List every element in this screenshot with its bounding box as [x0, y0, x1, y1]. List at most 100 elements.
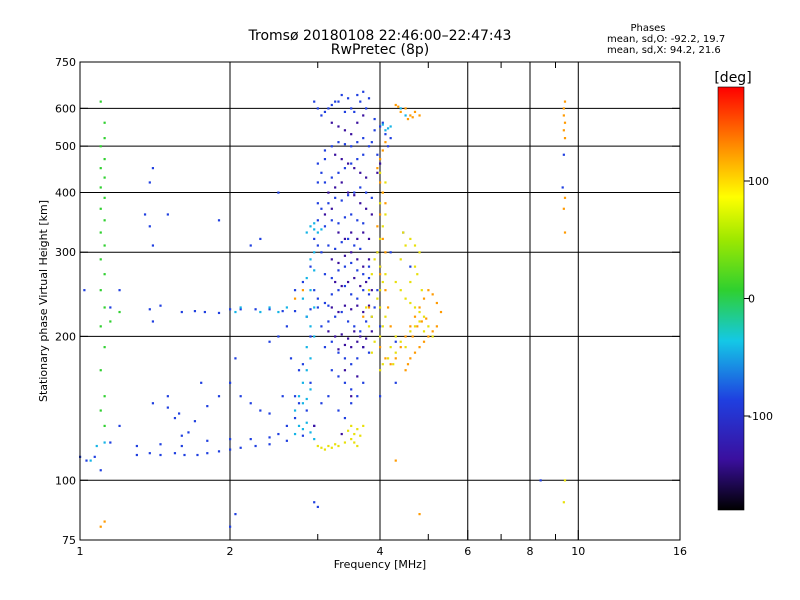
data-point: [413, 351, 417, 354]
data-point: [350, 402, 353, 405]
data-point: [320, 402, 323, 405]
data-point: [180, 444, 183, 448]
data-point: [151, 320, 155, 323]
data-point: [370, 330, 373, 333]
data-point: [422, 330, 426, 333]
data-point: [404, 346, 407, 349]
data-point: [394, 340, 397, 343]
data-point: [99, 100, 102, 103]
data-point: [340, 284, 343, 288]
data-point: [268, 412, 271, 415]
data-point: [340, 93, 343, 97]
colorbar-tick-label: 100: [748, 175, 769, 188]
data-point: [343, 416, 347, 420]
data-point: [340, 158, 343, 161]
data-point: [305, 397, 308, 401]
data-point: [337, 375, 340, 378]
data-point: [427, 289, 430, 292]
data-point: [334, 196, 337, 199]
data-point: [173, 416, 177, 420]
data-point: [379, 265, 382, 268]
data-point: [343, 265, 347, 268]
data-point: [305, 369, 308, 372]
data-point: [379, 237, 382, 241]
data-point: [177, 412, 181, 415]
data-point: [562, 107, 565, 110]
data-point: [406, 117, 410, 121]
data-point: [379, 181, 382, 184]
data-point: [330, 293, 333, 296]
data-point: [353, 432, 356, 436]
data-point: [376, 153, 379, 156]
data-point: [379, 213, 382, 216]
data-point: [297, 395, 301, 398]
y-tick-label: 300: [55, 246, 76, 259]
data-point: [217, 450, 221, 453]
data-point: [389, 137, 392, 140]
colorbar-tick-label: -100: [748, 410, 773, 423]
data-point: [409, 325, 412, 328]
data-point: [340, 333, 343, 336]
data-point: [367, 276, 371, 280]
data-point: [99, 258, 102, 261]
data-point: [327, 244, 330, 247]
data-point: [367, 351, 371, 354]
data-point: [386, 306, 390, 309]
data-point: [416, 273, 419, 276]
data-point: [394, 280, 397, 284]
x-tick-label: 4: [377, 545, 384, 558]
data-point: [297, 369, 301, 372]
data-point: [343, 167, 347, 170]
data-point: [418, 513, 421, 516]
data-point: [330, 176, 333, 179]
data-point: [367, 237, 371, 241]
data-point: [356, 258, 359, 261]
data-point: [373, 129, 376, 132]
y-tick-label: 500: [55, 140, 76, 153]
data-point: [418, 320, 421, 323]
data-point: [376, 251, 379, 254]
data-point: [359, 247, 362, 250]
data-point: [399, 107, 402, 110]
data-point: [313, 437, 316, 441]
chart-subtitle: RwPretec (8p): [331, 42, 429, 58]
data-point: [316, 244, 319, 247]
data-point: [268, 340, 271, 343]
data-point: [103, 520, 106, 523]
colorbar-tick-label: 0: [748, 293, 755, 306]
data-point: [413, 265, 417, 268]
data-point: [327, 304, 330, 307]
data-point: [356, 141, 359, 144]
data-point: [346, 337, 350, 340]
data-point: [323, 448, 327, 451]
data-point: [229, 381, 232, 384]
data-point: [413, 306, 417, 309]
data-point: [427, 325, 430, 328]
data-point: [381, 280, 384, 284]
data-point: [389, 346, 392, 349]
data-point: [353, 330, 356, 333]
data-point: [418, 310, 421, 314]
data-point: [343, 143, 347, 146]
data-point: [409, 265, 412, 268]
data-point: [103, 395, 106, 398]
data-point: [330, 103, 333, 107]
data-point: [418, 346, 421, 349]
data-point: [362, 231, 365, 234]
chart-title: Tromsø 20180108 22:46:00–22:47:43: [248, 28, 512, 44]
data-point: [301, 363, 305, 366]
data-point: [394, 103, 397, 107]
data-point: [334, 153, 337, 156]
data-point: [406, 363, 410, 366]
data-point: [373, 306, 376, 309]
data-point: [350, 133, 353, 136]
data-point: [379, 171, 382, 174]
data-point: [313, 306, 316, 309]
data-point: [353, 110, 356, 114]
data-point: [103, 244, 106, 247]
data-point: [343, 304, 347, 307]
data-point: [103, 306, 106, 309]
data-point: [337, 310, 340, 314]
data-point: [166, 406, 169, 409]
